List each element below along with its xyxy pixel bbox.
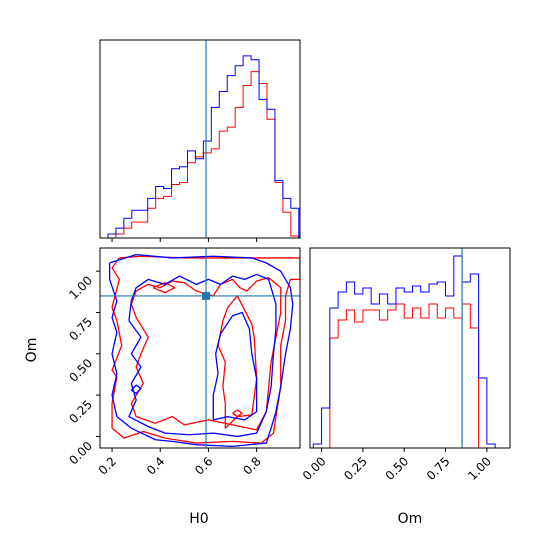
contour-y-tick-label: 0.00 (66, 439, 95, 468)
contour-series-1-level-4 (217, 295, 258, 429)
contour-y-ticks: 0.00 0.25 0.50 0.75 1.00 (66, 270, 100, 468)
om-marginal-frame (309, 247, 511, 449)
contour-x-tick-label: 0.2 (96, 454, 119, 477)
h0-hist-series-2 (100, 55, 300, 239)
om-marginal-panel: 0.00 0.25 0.50 0.75 1.00 Om (300, 247, 511, 527)
contour-y-tick-label: 0.75 (66, 315, 95, 344)
contour-y-tick-label: 0.25 (66, 397, 95, 426)
contour-series-1-level-3 (152, 282, 176, 294)
om-histograms (312, 248, 504, 449)
contour-y-tick-label: 0.50 (66, 356, 95, 385)
y-axis-label-om: Om (24, 338, 40, 363)
contour-panel: 0.2 0.4 0.6 0.8 0.00 0.25 0.50 0.75 1.00 H0 Om (24, 247, 301, 527)
contour-x-tick-label: 0.4 (144, 454, 167, 477)
x-axis-label-om: Om (398, 511, 423, 527)
h0-marginal-frame (99, 39, 301, 239)
om-x-tick-label: 0.50 (383, 454, 412, 483)
contour-x-tick-label: 0.8 (240, 454, 263, 477)
om-hist-series-1 (313, 303, 504, 449)
contour-series-1-level-5 (232, 409, 243, 418)
om-hist-series-2 (312, 255, 504, 449)
contour-truth-marker (202, 291, 211, 300)
contour-series-2-level-3 (212, 311, 258, 421)
contour-series-2-level-1 (108, 253, 294, 447)
contour-x-tick-label: 0.6 (192, 454, 215, 477)
h0-histograms (100, 40, 300, 239)
om-x-tick-label: 0.75 (424, 454, 453, 483)
contour-frame (99, 247, 301, 449)
contour-series-1-level-1 (111, 255, 300, 444)
contour-lines (100, 248, 300, 448)
h0-hist-series-1 (100, 71, 300, 239)
om-x-tick-label: 1.00 (465, 454, 494, 483)
om-x-ticks: 0.00 0.25 0.50 0.75 1.00 (300, 448, 494, 483)
contour-series-2-level-2 (128, 273, 277, 438)
om-x-tick-label: 0.25 (341, 454, 370, 483)
h0-marginal-panel (99, 39, 301, 242)
h0-marginal-ticks (111, 238, 258, 242)
contour-x-ticks: 0.2 0.4 0.6 0.8 (96, 448, 264, 478)
x-axis-label-h0: H0 (189, 511, 208, 527)
contour-series-2-level-4 (130, 384, 142, 395)
contour-y-tick-label: 1.00 (66, 273, 95, 302)
om-x-tick-label: 0.00 (300, 454, 329, 483)
